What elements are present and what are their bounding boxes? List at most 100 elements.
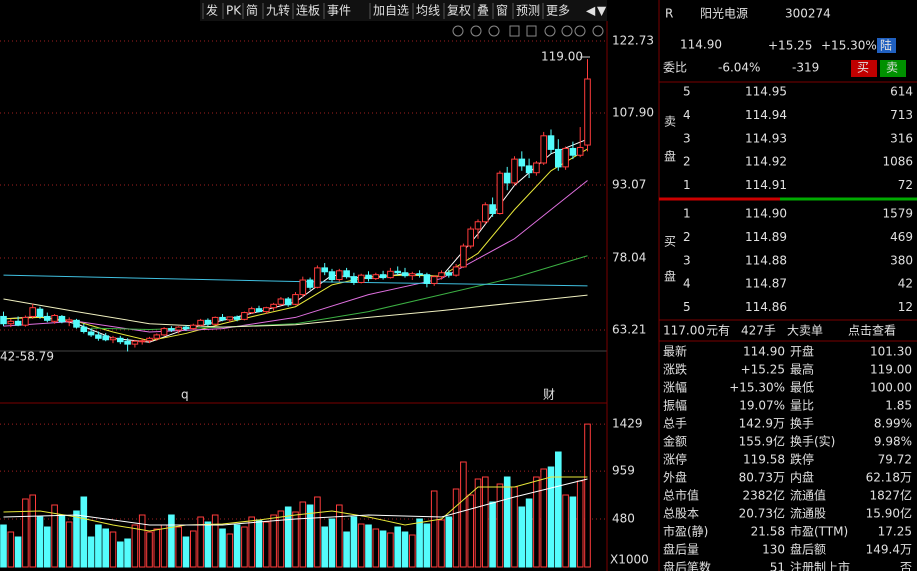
volume-bar bbox=[263, 521, 270, 568]
nav-menu[interactable]: ▼ bbox=[597, 4, 607, 18]
volume-bar bbox=[182, 536, 190, 568]
candle-body bbox=[29, 307, 36, 317]
candle-body bbox=[80, 326, 88, 332]
candle-body bbox=[306, 279, 314, 288]
sell-label[interactable]: 卖 bbox=[886, 61, 898, 75]
ma-line bbox=[91, 255, 588, 331]
toolbar-button[interactable]: 连板 bbox=[296, 3, 320, 18]
sell-button[interactable] bbox=[880, 60, 906, 77]
candle-body bbox=[284, 298, 292, 306]
volume-bar bbox=[219, 528, 226, 568]
toolbar-button[interactable]: 发 bbox=[206, 3, 218, 18]
candle-body bbox=[36, 308, 44, 317]
stat-value: 119.00 bbox=[870, 363, 912, 377]
level-volume: 469 bbox=[890, 230, 913, 244]
stat-value: 19.07% bbox=[739, 399, 785, 413]
toolbar-button[interactable]: 简 bbox=[246, 4, 258, 18]
volume-bar bbox=[197, 516, 204, 568]
candle-body bbox=[204, 319, 212, 325]
toolbar-button[interactable]: 复权 bbox=[447, 4, 471, 18]
stat-value: 155.9亿 bbox=[739, 434, 785, 449]
change: +15.25 bbox=[768, 39, 812, 53]
volume-bar bbox=[387, 532, 394, 568]
candle-body bbox=[233, 316, 241, 320]
volume-bar bbox=[138, 514, 146, 568]
toolbar-button[interactable]: 窗 bbox=[496, 4, 508, 18]
level-price: 114.87 bbox=[745, 277, 787, 291]
weibi-label: 委比 bbox=[663, 61, 687, 75]
buy-button[interactable] bbox=[851, 60, 877, 77]
volume-bar bbox=[153, 528, 161, 568]
volume-bar bbox=[569, 496, 577, 568]
toolbar-button[interactable]: 事件 bbox=[327, 4, 351, 18]
volume-bar bbox=[460, 461, 467, 568]
nav-back[interactable]: ◀ bbox=[586, 4, 596, 18]
level: 4 bbox=[683, 277, 691, 291]
stat-value: 100.00 bbox=[870, 381, 912, 395]
stat-label: 流通股 bbox=[790, 507, 826, 521]
level-price: 114.86 bbox=[745, 300, 787, 314]
volume-bar bbox=[533, 476, 540, 568]
candle-body bbox=[197, 319, 204, 326]
candle-body bbox=[357, 274, 365, 283]
candle-body bbox=[44, 315, 51, 321]
volume-bar bbox=[284, 506, 292, 568]
toolbar-button[interactable]: 九转 bbox=[266, 3, 290, 18]
candle-body bbox=[73, 319, 80, 328]
candle-body bbox=[343, 270, 350, 278]
volume-bar bbox=[365, 524, 372, 568]
volume-bar bbox=[211, 514, 219, 568]
stat-label: 盘后额 bbox=[790, 542, 826, 557]
side-label: 盘 bbox=[664, 149, 676, 164]
candle-body bbox=[14, 320, 22, 326]
weibi: -6.04% bbox=[718, 61, 760, 75]
stock-name: 阳光电源 bbox=[700, 7, 748, 21]
stat-label: 总市值 bbox=[663, 488, 699, 503]
side-label: 盘 bbox=[664, 269, 676, 284]
candle-body bbox=[124, 340, 131, 345]
volume-bar bbox=[525, 498, 533, 568]
volume-bar bbox=[584, 423, 591, 568]
volume-bar bbox=[7, 531, 15, 568]
volume-bar bbox=[233, 524, 241, 568]
candle-body bbox=[211, 316, 219, 325]
volume-bar bbox=[299, 501, 307, 568]
toolbar-button[interactable]: 叠 bbox=[477, 4, 489, 18]
volume-bar bbox=[255, 519, 263, 568]
volume-bar bbox=[117, 541, 124, 568]
candle-body bbox=[117, 337, 124, 343]
candle-body bbox=[511, 158, 518, 184]
volume-bar bbox=[452, 488, 460, 568]
candle-body bbox=[423, 274, 431, 284]
ma-line bbox=[3, 478, 588, 526]
stat-value: 否 bbox=[900, 561, 912, 571]
toolbar-button[interactable]: 加自选 bbox=[373, 4, 409, 18]
candle-body bbox=[336, 270, 343, 281]
toolbar-button[interactable]: 预测 bbox=[516, 4, 540, 18]
toolbar-button[interactable]: 均线 bbox=[416, 4, 440, 18]
toolbar-button[interactable]: 更多 bbox=[546, 4, 570, 18]
toolbar-button[interactable]: PK bbox=[226, 4, 242, 18]
volume-bar bbox=[576, 480, 584, 568]
candle-body bbox=[0, 315, 7, 325]
volume-bar bbox=[160, 524, 168, 568]
candle-body bbox=[525, 165, 533, 174]
big-order: 427手 bbox=[741, 324, 776, 338]
candle-body bbox=[569, 147, 577, 156]
volume-bar bbox=[540, 468, 548, 568]
candle-body bbox=[87, 331, 95, 336]
big-order: 117.00 bbox=[663, 324, 705, 338]
buy-label[interactable]: 买 bbox=[857, 61, 869, 75]
candle-body bbox=[562, 147, 569, 168]
volume-bar bbox=[438, 519, 445, 568]
volume-bar bbox=[51, 504, 58, 568]
stat-label: 涨跌 bbox=[663, 362, 687, 377]
volume-bar bbox=[29, 494, 36, 568]
stat-label: 换手(实) bbox=[790, 434, 835, 449]
candle-body bbox=[219, 316, 226, 321]
level-price: 114.88 bbox=[745, 253, 787, 267]
candle-body bbox=[452, 266, 460, 276]
big-order[interactable]: 点击查看 bbox=[848, 324, 896, 338]
price: 114.90 bbox=[680, 38, 722, 52]
volume-bar bbox=[226, 533, 234, 568]
